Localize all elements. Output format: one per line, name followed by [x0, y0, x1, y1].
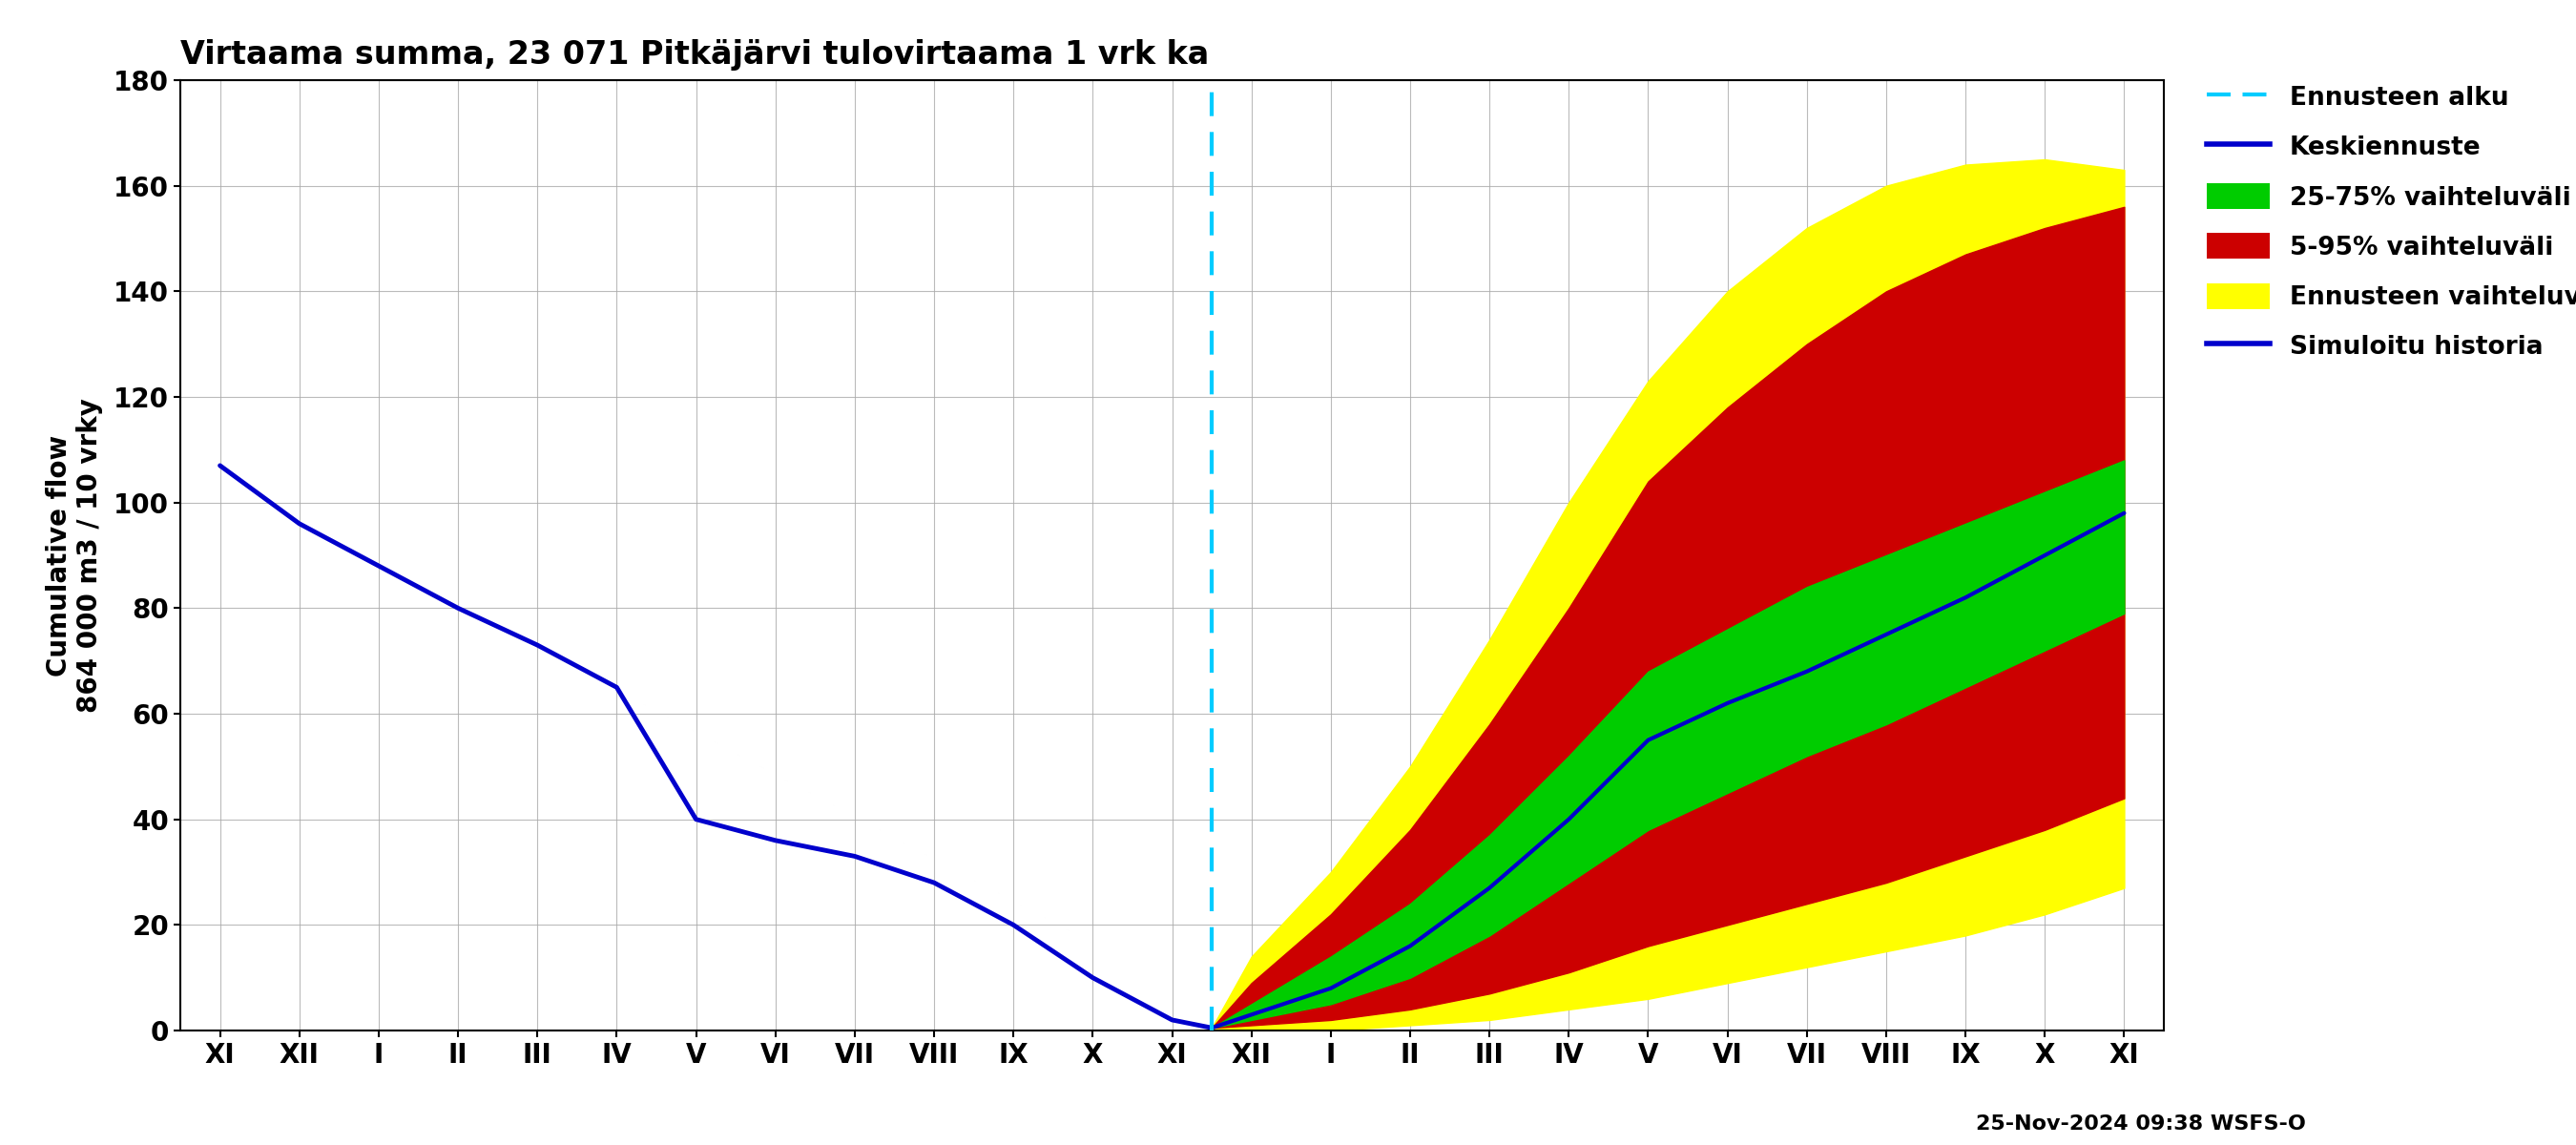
- Text: Virtaama summa, 23 071 Pitkäjärvi tulovirtaama 1 vrk ka: Virtaama summa, 23 071 Pitkäjärvi tulovi…: [180, 39, 1208, 71]
- Legend: Ennusteen alku, Keskiennuste, 25-75% vaihteluväli, 5-95% vaihteluväli, Ennusteen: Ennusteen alku, Keskiennuste, 25-75% vai…: [2197, 73, 2576, 370]
- Y-axis label: Cumulative flow
864 000 m3 / 10 vrky: Cumulative flow 864 000 m3 / 10 vrky: [46, 398, 103, 712]
- Text: 25-Nov-2024 09:38 WSFS-O: 25-Nov-2024 09:38 WSFS-O: [1976, 1114, 2306, 1134]
